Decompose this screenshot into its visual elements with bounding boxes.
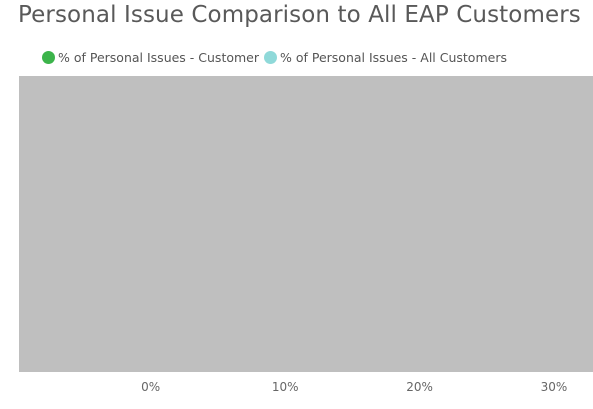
x-tick-label: 20%: [406, 380, 433, 394]
plot-area: [19, 76, 593, 372]
legend-marker-all-customers: [264, 50, 277, 64]
legend-label-customer: % of Personal Issues - Customer: [58, 49, 259, 65]
legend-label-all-customers: % of Personal Issues - All Customers: [280, 49, 507, 65]
x-tick-label: 0%: [141, 380, 160, 394]
x-tick-label: 10%: [272, 380, 299, 394]
legend-marker-customer: [42, 50, 55, 64]
x-axis: 0% 10% 20% 30%: [141, 380, 567, 394]
legend: % of Personal Issues - Customer % of Per…: [42, 48, 512, 66]
chart-title: Personal Issue Comparison to All EAP Cus…: [18, 2, 581, 28]
x-tick-label: 30%: [541, 380, 568, 394]
legend-item-all-customers[interactable]: % of Personal Issues - All Customers: [264, 50, 507, 65]
legend-item-customer[interactable]: % of Personal Issues - Customer: [42, 50, 259, 65]
